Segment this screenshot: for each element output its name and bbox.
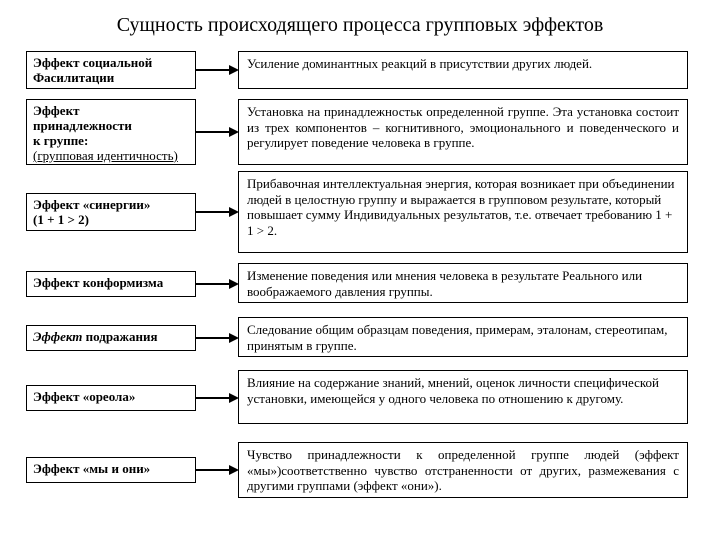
effect-desc-we-they: Чувство принадлежности к определенной гр… — [238, 442, 688, 498]
effect-label-synergy: Эффект «синергии»(1 + 1 > 2) — [26, 193, 196, 231]
effect-label-facilitation: Эффект социальнойФасилитации — [26, 51, 196, 89]
effect-label-halo: Эффект «ореола» — [26, 385, 196, 411]
effect-desc-conformism: Изменение поведения или мнения человека … — [238, 263, 688, 303]
effect-label-conformism: Эффект конформизма — [26, 271, 196, 297]
effect-desc-halo: Влияние на содержание знаний, мнений, оц… — [238, 370, 688, 424]
effect-desc-identity: Установка на принадлежностьк определенно… — [238, 99, 688, 165]
effect-desc-imitation: Следование общим образцам поведения, при… — [238, 317, 688, 357]
page-title: Сущность происходящего процесса групповы… — [0, 14, 720, 37]
diagram-page: Сущность происходящего процесса групповы… — [0, 0, 720, 540]
effect-label-identity: Эффектпринадлежностик группе:(групповая … — [26, 99, 196, 165]
effect-desc-synergy: Прибавочная интеллектуальная энергия, ко… — [238, 171, 688, 253]
effect-label-we-they: Эффект «мы и они» — [26, 457, 196, 483]
effect-desc-facilitation: Усиление доминантных реакций в присутств… — [238, 51, 688, 89]
effect-label-imitation: Эффект подражания — [26, 325, 196, 351]
